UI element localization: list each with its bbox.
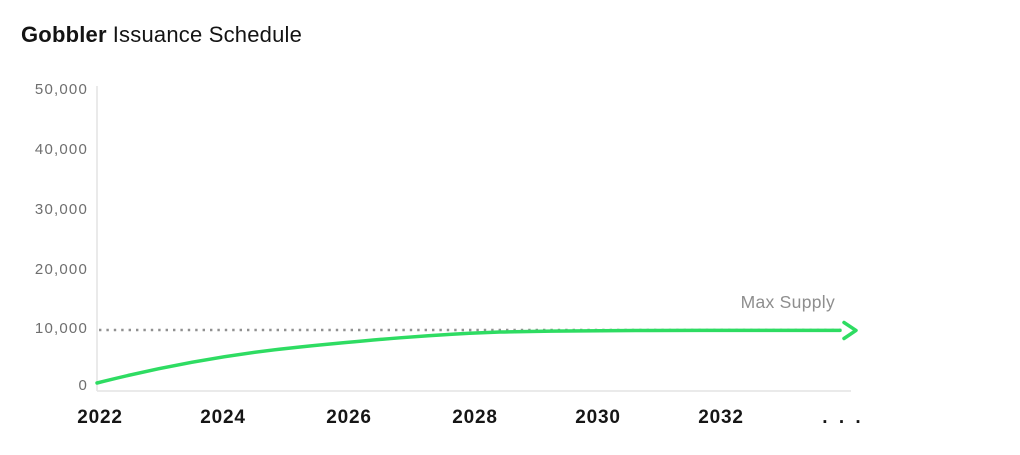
x-tick-ellipsis: . . . [822, 407, 864, 428]
chart-title-text: Issuance Schedule [112, 22, 303, 47]
chart-title-brand: Gobbler [21, 22, 107, 47]
y-tick-10000: 10,000 [34, 320, 88, 337]
y-tick-40000: 40,000 [34, 141, 88, 158]
issuance-curve [95, 328, 842, 385]
x-tick-2024: 2024 [200, 407, 246, 428]
y-tick-30000: 30,000 [34, 201, 88, 218]
x-tick-2028: 2028 [452, 407, 498, 428]
y-tick-20000: 20,000 [34, 261, 88, 278]
chart-title: Gobbler Issuance Schedule [21, 22, 302, 48]
x-tick-2032: 2032 [698, 407, 744, 428]
y-tick-0: 0 [78, 377, 88, 394]
x-tick-2022: 2022 [77, 407, 123, 428]
max-supply-label: Max Supply [740, 292, 835, 312]
x-tick-2030: 2030 [575, 407, 621, 428]
x-tick-2026: 2026 [326, 407, 372, 428]
arrow-right-icon [842, 320, 858, 341]
y-tick-50000: 50,000 [34, 81, 88, 98]
